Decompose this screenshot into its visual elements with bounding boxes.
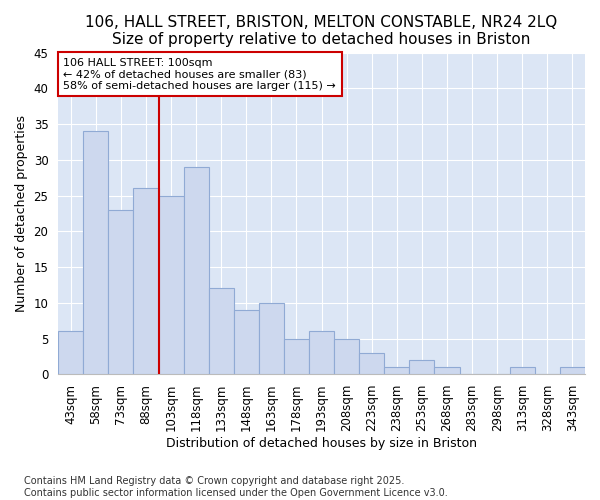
Bar — [83, 132, 109, 374]
Bar — [359, 353, 384, 374]
Bar — [158, 196, 184, 374]
Bar — [284, 338, 309, 374]
Bar — [309, 332, 334, 374]
Bar — [133, 188, 158, 374]
Bar — [510, 367, 535, 374]
Bar — [234, 310, 259, 374]
Y-axis label: Number of detached properties: Number of detached properties — [15, 115, 28, 312]
Bar — [384, 367, 409, 374]
Bar — [209, 288, 234, 374]
Bar — [409, 360, 434, 374]
Bar — [334, 338, 359, 374]
X-axis label: Distribution of detached houses by size in Briston: Distribution of detached houses by size … — [166, 437, 477, 450]
Bar — [259, 303, 284, 374]
Bar — [184, 167, 209, 374]
Text: 106 HALL STREET: 100sqm
← 42% of detached houses are smaller (83)
58% of semi-de: 106 HALL STREET: 100sqm ← 42% of detache… — [64, 58, 336, 91]
Title: 106, HALL STREET, BRISTON, MELTON CONSTABLE, NR24 2LQ
Size of property relative : 106, HALL STREET, BRISTON, MELTON CONSTA… — [85, 15, 558, 48]
Bar — [58, 332, 83, 374]
Text: Contains HM Land Registry data © Crown copyright and database right 2025.
Contai: Contains HM Land Registry data © Crown c… — [24, 476, 448, 498]
Bar — [560, 367, 585, 374]
Bar — [109, 210, 133, 374]
Bar — [434, 367, 460, 374]
